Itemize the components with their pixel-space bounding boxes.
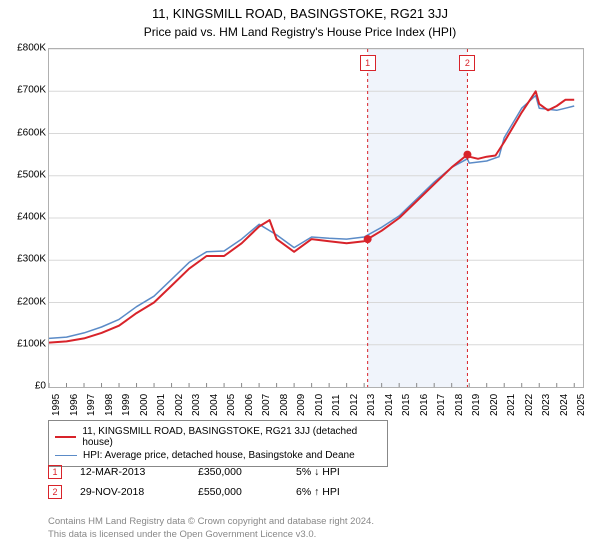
- x-tick-label: 1997: [86, 394, 97, 416]
- chart-subtitle: Price paid vs. HM Land Registry's House …: [0, 21, 600, 45]
- legend-item-price-paid: 11, KINGSMILL ROAD, BASINGSTOKE, RG21 3J…: [55, 425, 381, 449]
- x-tick-label: 2016: [419, 394, 430, 416]
- sale-marker-icon: 1: [48, 465, 62, 479]
- legend: 11, KINGSMILL ROAD, BASINGSTOKE, RG21 3J…: [48, 420, 388, 467]
- y-tick-label: £700K: [17, 85, 46, 96]
- x-tick-label: 2008: [279, 394, 290, 416]
- plot-area: 12: [48, 48, 584, 388]
- footer-line: This data is licensed under the Open Gov…: [48, 529, 374, 542]
- x-tick-label: 1998: [104, 394, 115, 416]
- y-tick-label: £100K: [17, 338, 46, 349]
- sale-date: 12-MAR-2013: [80, 466, 180, 478]
- x-tick-label: 2023: [541, 394, 552, 416]
- x-tick-label: 2011: [331, 394, 342, 416]
- y-tick-label: £500K: [17, 169, 46, 180]
- chart-marker-label: 2: [459, 55, 475, 71]
- sale-row: 1 12-MAR-2013 £350,000 5% ↓ HPI: [48, 462, 376, 482]
- x-tick-label: 2021: [506, 394, 517, 416]
- chart-container: 11, KINGSMILL ROAD, BASINGSTOKE, RG21 3J…: [0, 0, 600, 560]
- legend-label: 11, KINGSMILL ROAD, BASINGSTOKE, RG21 3J…: [82, 426, 381, 448]
- legend-item-hpi: HPI: Average price, detached house, Basi…: [55, 449, 381, 462]
- x-tick-label: 2015: [401, 394, 412, 416]
- x-tick-label: 2009: [296, 394, 307, 416]
- legend-swatch: [55, 455, 77, 456]
- sale-row: 2 29-NOV-2018 £550,000 6% ↑ HPI: [48, 482, 376, 502]
- x-tick-label: 1996: [69, 394, 80, 416]
- sale-delta: 5% ↓ HPI: [296, 466, 376, 478]
- sale-delta: 6% ↑ HPI: [296, 486, 376, 498]
- x-tick-label: 2013: [366, 394, 377, 416]
- x-tick-label: 2019: [471, 394, 482, 416]
- x-tick-label: 2017: [436, 394, 447, 416]
- x-tick-label: 2025: [576, 394, 587, 416]
- x-tick-label: 1999: [121, 394, 132, 416]
- legend-swatch: [55, 436, 76, 438]
- x-tick-label: 2003: [191, 394, 202, 416]
- x-tick-label: 2007: [261, 394, 272, 416]
- y-tick-label: £400K: [17, 212, 46, 223]
- x-tick-label: 2022: [524, 394, 535, 416]
- x-tick-label: 2024: [559, 394, 570, 416]
- sale-price: £350,000: [198, 466, 278, 478]
- plot-svg: [49, 49, 583, 387]
- y-tick-label: £800K: [17, 43, 46, 54]
- y-tick-label: £300K: [17, 254, 46, 265]
- y-tick-label: £0: [35, 381, 46, 392]
- chart-title: 11, KINGSMILL ROAD, BASINGSTOKE, RG21 3J…: [0, 0, 600, 21]
- y-tick-label: £600K: [17, 127, 46, 138]
- x-tick-label: 2000: [139, 394, 150, 416]
- footer-attribution: Contains HM Land Registry data © Crown c…: [48, 516, 374, 542]
- sales-table: 1 12-MAR-2013 £350,000 5% ↓ HPI 2 29-NOV…: [48, 462, 376, 502]
- sale-marker-icon: 2: [48, 485, 62, 499]
- x-tick-label: 2002: [174, 394, 185, 416]
- x-tick-label: 2005: [226, 394, 237, 416]
- x-tick-label: 2014: [384, 394, 395, 416]
- x-tick-label: 2012: [349, 394, 360, 416]
- x-tick-label: 2001: [156, 394, 167, 416]
- x-tick-label: 2018: [454, 394, 465, 416]
- chart-marker-label: 1: [360, 55, 376, 71]
- y-tick-label: £200K: [17, 296, 46, 307]
- x-tick-label: 2006: [244, 394, 255, 416]
- x-tick-label: 2020: [489, 394, 500, 416]
- x-tick-label: 2004: [209, 394, 220, 416]
- x-tick-label: 2010: [314, 394, 325, 416]
- x-tick-label: 1995: [51, 394, 62, 416]
- footer-line: Contains HM Land Registry data © Crown c…: [48, 516, 374, 529]
- legend-label: HPI: Average price, detached house, Basi…: [83, 450, 355, 461]
- sale-date: 29-NOV-2018: [80, 486, 180, 498]
- sale-price: £550,000: [198, 486, 278, 498]
